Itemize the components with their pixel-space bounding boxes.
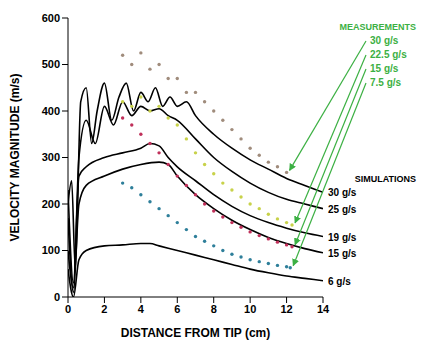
svg-text:VELOCITY MAGNITUDE (m/s): VELOCITY MAGNITUDE (m/s) xyxy=(8,74,22,242)
svg-text:8: 8 xyxy=(211,303,217,315)
svg-text:500: 500 xyxy=(42,58,60,70)
svg-text:22.5 g/s: 22.5 g/s xyxy=(370,49,407,60)
svg-text:30 g/s: 30 g/s xyxy=(370,35,399,46)
svg-text:600: 600 xyxy=(42,12,60,24)
svg-text:0: 0 xyxy=(54,291,60,303)
svg-text:30 g/s: 30 g/s xyxy=(328,187,357,198)
svg-text:7.5 g/s: 7.5 g/s xyxy=(370,77,402,88)
svg-text:400: 400 xyxy=(42,105,60,117)
svg-text:12: 12 xyxy=(280,303,292,315)
svg-text:100: 100 xyxy=(42,244,60,256)
svg-text:200: 200 xyxy=(42,198,60,210)
svg-text:14: 14 xyxy=(317,303,330,315)
svg-text:6: 6 xyxy=(174,303,180,315)
svg-text:6 g/s: 6 g/s xyxy=(328,276,351,287)
svg-text:2: 2 xyxy=(101,303,107,315)
svg-text:15 g/s: 15 g/s xyxy=(370,63,399,74)
svg-text:MEASUREMENTS: MEASUREMENTS xyxy=(339,22,416,32)
svg-text:300: 300 xyxy=(42,151,60,163)
svg-text:19 g/s: 19 g/s xyxy=(328,232,357,243)
svg-text:DISTANCE FROM TIP (cm): DISTANCE FROM TIP (cm) xyxy=(121,326,271,340)
svg-text:0: 0 xyxy=(65,303,71,315)
svg-text:10: 10 xyxy=(244,303,256,315)
svg-text:25 g/s: 25 g/s xyxy=(328,204,357,215)
svg-text:15 g/s: 15 g/s xyxy=(328,248,357,259)
svg-text:4: 4 xyxy=(138,303,145,315)
svg-text:SIMULATIONS: SIMULATIONS xyxy=(355,174,416,184)
